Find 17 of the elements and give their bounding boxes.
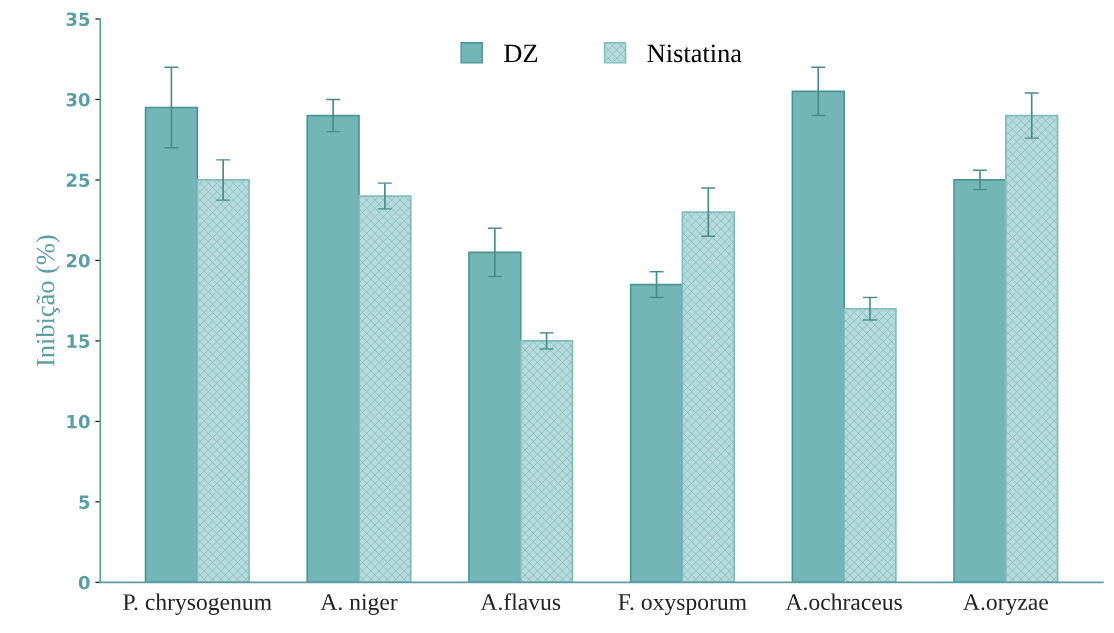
x-tick-label: A. niger xyxy=(320,594,398,615)
x-tick-label: A.oryzae xyxy=(963,594,1048,615)
x-tick-label: A.flavus xyxy=(480,593,561,611)
y-tick-label: 10 xyxy=(67,414,90,429)
y-tick-label: 0 xyxy=(78,575,90,590)
y-axis-title: Inibição (%) xyxy=(35,235,60,367)
y-tick-label: 35 xyxy=(66,12,90,27)
x-tick-label: A.ochraceus xyxy=(785,593,902,611)
y-tick-label: 20 xyxy=(66,253,90,268)
y-tick-label: 15 xyxy=(67,334,90,349)
y-tick-label: 5 xyxy=(79,495,90,509)
legend-label: Nistatina xyxy=(647,44,742,63)
x-tick-label: F. oxysporum xyxy=(618,594,747,615)
y-tick-label: 30 xyxy=(66,92,90,107)
y-tick-label: 25 xyxy=(66,173,90,188)
x-tick-label: P. chrysogenum xyxy=(123,593,272,615)
legend-label: DZ xyxy=(504,44,538,63)
